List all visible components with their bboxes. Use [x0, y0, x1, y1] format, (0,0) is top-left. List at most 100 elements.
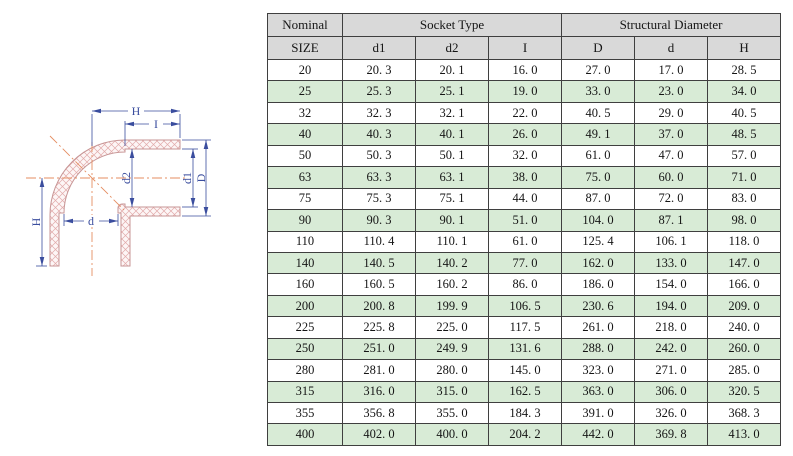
cell-d2: 160. 2: [415, 273, 489, 296]
dim-label-d1: d1: [180, 172, 194, 184]
cell-h: 166. 0: [706, 273, 782, 296]
cell-h: 83. 0: [706, 187, 782, 211]
cell-d1: 25. 3: [342, 80, 416, 103]
header-size: SIZE: [267, 36, 343, 60]
table-row: 50 50. 3 50. 1 32. 0 61. 0 47. 0 57. 0: [267, 144, 782, 168]
cell-d1: 281. 0: [342, 359, 416, 382]
cell-d1: 40. 3: [342, 123, 416, 146]
cell-h: 147. 0: [706, 251, 782, 275]
cell-d: 271. 0: [634, 359, 708, 382]
cell-D: 125. 4: [561, 230, 635, 253]
cell-D: 162. 0: [561, 251, 635, 275]
cell-size: 110: [267, 230, 343, 253]
cell-d1: 225. 8: [342, 316, 416, 339]
dimension-table-body: 20 20. 3 20. 1 16. 0 27. 0 17. 0 28. 5 2…: [267, 58, 782, 446]
cell-d: 194. 0: [634, 294, 708, 318]
cell-d2: 50. 1: [415, 144, 489, 168]
cell-D: 40. 5: [561, 101, 635, 125]
cell-D: 27. 0: [561, 58, 635, 82]
cell-h: 34. 0: [706, 80, 782, 103]
centerlines: [26, 135, 188, 276]
cell-i: 61. 0: [488, 230, 562, 253]
cell-d: 60. 0: [634, 166, 708, 189]
cell-d2: 32. 1: [415, 101, 489, 125]
dim-label-h-top: H: [132, 104, 141, 118]
cell-d1: 90. 3: [342, 209, 416, 232]
cell-d2: 140. 2: [415, 251, 489, 275]
cell-size: 63: [267, 166, 343, 189]
cell-D: 288. 0: [561, 337, 635, 361]
cell-h: 40. 5: [706, 101, 782, 125]
table-row: 20 20. 3 20. 1 16. 0 27. 0 17. 0 28. 5: [267, 58, 782, 82]
table-row: 110 110. 4 110. 1 61. 0 125. 4 106. 1 11…: [267, 230, 782, 253]
cell-D: 261. 0: [561, 316, 635, 339]
cell-d: 47. 0: [634, 144, 708, 168]
cell-size: 20: [267, 58, 343, 82]
cell-i: 117. 5: [488, 316, 562, 339]
cell-d2: 20. 1: [415, 58, 489, 82]
header-i: I: [488, 36, 562, 60]
cell-size: 25: [267, 80, 343, 103]
cell-d2: 63. 1: [415, 166, 489, 189]
dim-label-D: D: [194, 173, 208, 182]
cell-i: 145. 0: [488, 359, 562, 382]
cell-d2: 110. 1: [415, 230, 489, 253]
table-row: 280 281. 0 280. 0 145. 0 323. 0 271. 0 2…: [267, 359, 782, 382]
table-row: 90 90. 3 90. 1 51. 0 104. 0 87. 1 98. 0: [267, 209, 782, 232]
cell-h: 285. 0: [706, 359, 782, 382]
cell-h: 260. 0: [706, 337, 782, 361]
cell-size: 250: [267, 337, 343, 361]
cell-d: 23. 0: [634, 80, 708, 103]
cell-D: 61. 0: [561, 144, 635, 168]
table-row: 140 140. 5 140. 2 77. 0 162. 0 133. 0 14…: [267, 251, 782, 275]
cell-i: 32. 0: [488, 144, 562, 168]
table-header: Nominal Socket Type Structural Diameter …: [267, 13, 782, 60]
cell-d2: 249. 9: [415, 337, 489, 361]
cell-D: 442. 0: [561, 423, 635, 446]
dim-label-i: I: [154, 117, 158, 131]
cell-h: 240. 0: [706, 316, 782, 339]
cell-size: 50: [267, 144, 343, 168]
table-row: 315 316. 0 315. 0 162. 5 363. 0 306. 0 3…: [267, 380, 782, 404]
cell-d: 242. 0: [634, 337, 708, 361]
cell-size: 400: [267, 423, 343, 446]
cell-D: 363. 0: [561, 380, 635, 404]
cell-i: 16. 0: [488, 58, 562, 82]
cell-D: 87. 0: [561, 187, 635, 211]
cell-D: 104. 0: [561, 209, 635, 232]
cell-d1: 200. 8: [342, 294, 416, 318]
dim-label-d2: d2: [119, 172, 133, 184]
cell-d2: 25. 1: [415, 80, 489, 103]
cell-d2: 280. 0: [415, 359, 489, 382]
dim-label-d: d: [88, 214, 94, 228]
cell-h: 368. 3: [706, 401, 782, 425]
cell-d: 87. 1: [634, 209, 708, 232]
cell-size: 140: [267, 251, 343, 275]
cell-i: 131. 6: [488, 337, 562, 361]
cell-h: 28. 5: [706, 58, 782, 82]
cell-d: 326. 0: [634, 401, 708, 425]
cell-h: 48. 5: [706, 123, 782, 146]
cell-size: 315: [267, 380, 343, 404]
cell-d2: 225. 0: [415, 316, 489, 339]
cell-d: 218. 0: [634, 316, 708, 339]
cell-d2: 90. 1: [415, 209, 489, 232]
elbow-diagram: H I d2 d1 D H d: [26, 104, 211, 276]
cell-d: 369. 8: [634, 423, 708, 446]
cell-size: 225: [267, 316, 343, 339]
cell-D: 323. 0: [561, 359, 635, 382]
cell-i: 51. 0: [488, 209, 562, 232]
elbow-wall-section: [49, 139, 181, 267]
cell-i: 38. 0: [488, 166, 562, 189]
cell-d: 72. 0: [634, 187, 708, 211]
table-row: 32 32. 3 32. 1 22. 0 40. 5 29. 0 40. 5: [267, 101, 782, 125]
cell-size: 40: [267, 123, 343, 146]
cell-i: 184. 3: [488, 401, 562, 425]
cell-size: 32: [267, 101, 343, 125]
cell-h: 320. 5: [706, 380, 782, 404]
cell-size: 90: [267, 209, 343, 232]
cell-size: 355: [267, 401, 343, 425]
cell-i: 19. 0: [488, 80, 562, 103]
cell-D: 33. 0: [561, 80, 635, 103]
